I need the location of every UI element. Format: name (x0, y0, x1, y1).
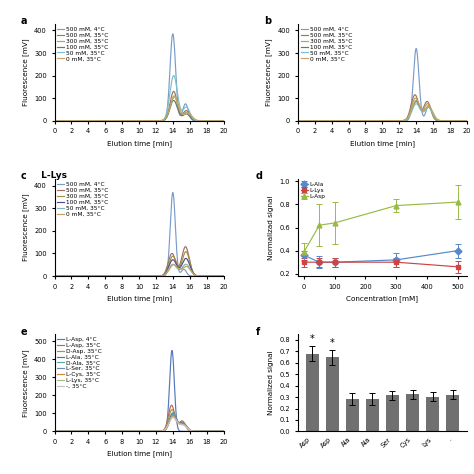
Legend: 500 mM, 4°C, 500 mM, 35°C, 300 mM, 35°C, 100 mM, 35°C, 50 mM, 35°C, 0 mM, 35°C: 500 mM, 4°C, 500 mM, 35°C, 300 mM, 35°C,… (301, 27, 352, 62)
Bar (426, 397, 439, 431)
Legend: L-Asp, 4°C, L-Asp, 35°C, D-Asp, 35°C, L-Ala, 35°C, D-Ala, 35°C, L-Ser, 35°C, L-C: L-Asp, 4°C, L-Asp, 35°C, D-Asp, 35°C, L-… (57, 337, 102, 389)
Text: d: d (255, 171, 263, 181)
Y-axis label: Fluorescence [mV]: Fluorescence [mV] (22, 194, 28, 261)
Bar (386, 395, 399, 431)
X-axis label: Concentration [mM]: Concentration [mM] (346, 295, 419, 302)
Text: f: f (255, 327, 260, 337)
Text: e: e (21, 327, 27, 337)
Bar (346, 399, 359, 431)
X-axis label: Elution time [min]: Elution time [min] (107, 450, 172, 457)
X-axis label: Elution time [min]: Elution time [min] (107, 140, 172, 146)
Text: L-Lys: L-Lys (37, 171, 67, 180)
Text: *: * (330, 337, 335, 347)
Bar (406, 394, 419, 431)
Text: *: * (310, 334, 314, 344)
Y-axis label: Normalized signal: Normalized signal (268, 351, 274, 415)
Text: a: a (21, 16, 27, 26)
Bar (326, 357, 339, 431)
Bar (366, 399, 379, 431)
X-axis label: Elution time [min]: Elution time [min] (350, 140, 415, 146)
Legend: L-Ala, L-Lys, L-Asp: L-Ala, L-Lys, L-Asp (301, 182, 326, 199)
Y-axis label: Normalizad signal: Normalizad signal (268, 195, 274, 260)
Text: c: c (21, 171, 27, 181)
X-axis label: Elution time [min]: Elution time [min] (107, 295, 172, 302)
Y-axis label: Fluorescence [mV]: Fluorescence [mV] (22, 349, 28, 417)
Bar (446, 395, 459, 431)
Text: b: b (264, 16, 271, 26)
Legend: 500 mM, 4°C, 500 mM, 35°C, 300 mM, 35°C, 100 mM, 35°C, 50 mM, 35°C, 0 mM, 35°C: 500 mM, 4°C, 500 mM, 35°C, 300 mM, 35°C,… (57, 182, 109, 217)
Y-axis label: Fluorescence [mV]: Fluorescence [mV] (22, 38, 28, 106)
Y-axis label: Fluorescence [mV]: Fluorescence [mV] (265, 38, 272, 106)
Legend: 500 mM, 4°C, 500 mM, 35°C, 300 mM, 35°C, 100 mM, 35°C, 50 mM, 35°C, 0 mM, 35°C: 500 mM, 4°C, 500 mM, 35°C, 300 mM, 35°C,… (57, 27, 109, 62)
Bar (306, 354, 319, 431)
